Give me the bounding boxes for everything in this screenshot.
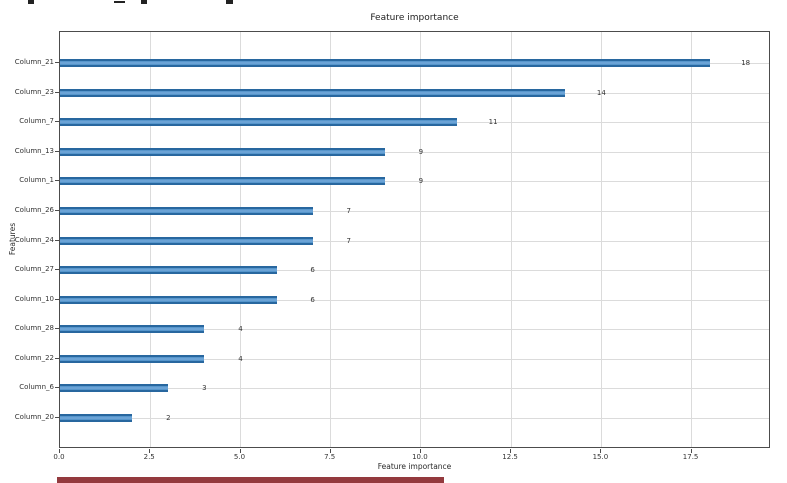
horizontal-gridline bbox=[60, 388, 769, 390]
chart-title: Feature importance bbox=[370, 13, 459, 23]
xtick-label-0.0: 0.0 bbox=[53, 453, 65, 461]
bar-Column_24 bbox=[60, 236, 313, 245]
ytick-mark bbox=[55, 91, 59, 93]
cropped-text-fragment bbox=[226, 0, 233, 4]
ytick-mark bbox=[55, 417, 59, 418]
ytick-mark bbox=[55, 239, 59, 241]
ytick-mark bbox=[55, 150, 59, 152]
vertical-gridline bbox=[420, 32, 422, 447]
bar-value-label: 6 bbox=[310, 295, 315, 304]
horizontal-gridline bbox=[60, 270, 769, 272]
ytick-label-Column_27: Column_27 bbox=[14, 265, 54, 274]
bar-Column_1 bbox=[60, 177, 385, 186]
ytick-label-Column_26: Column_26 bbox=[14, 205, 54, 214]
horizontal-gridline bbox=[60, 418, 769, 419]
cropped-text-fragment bbox=[114, 1, 125, 3]
horizontal-gridline bbox=[60, 299, 769, 301]
bar-value-label: 6 bbox=[310, 266, 315, 275]
horizontal-gridline bbox=[60, 329, 769, 331]
ytick-label-Column_28: Column_28 bbox=[14, 324, 54, 333]
xtick-mark bbox=[600, 449, 602, 453]
bar-Column_13 bbox=[60, 147, 385, 156]
ytick-label-Column_22: Column_22 bbox=[14, 353, 54, 362]
ytick-label-Column_21: Column_21 bbox=[14, 58, 54, 66]
cropped-text-fragment bbox=[28, 0, 34, 4]
bar-value-label: 18 bbox=[741, 59, 751, 67]
ytick-label-Column_6: Column_6 bbox=[19, 383, 54, 392]
bar-value-label: 14 bbox=[596, 88, 606, 97]
bar-value-label: 3 bbox=[202, 384, 207, 393]
plot-area: 18 14 11 9 9 7 7 6 6 4 4 3 2 bbox=[59, 31, 770, 448]
xtick-mark bbox=[59, 449, 60, 453]
horizontal-gridline bbox=[60, 210, 769, 212]
ytick-label-Column_20: Column_20 bbox=[14, 413, 54, 421]
ytick-label-Column_10: Column_10 bbox=[14, 294, 54, 303]
bar-value-label: 9 bbox=[418, 177, 424, 186]
xtick-mark bbox=[419, 449, 421, 453]
cropped-text-fragment bbox=[141, 0, 147, 4]
ytick-label-Column_13: Column_13 bbox=[14, 146, 54, 155]
xtick-label-5.0: 5.0 bbox=[233, 453, 246, 461]
ytick-mark bbox=[55, 62, 59, 63]
xtick-label-7.5: 7.5 bbox=[324, 453, 336, 461]
bar-Column_7 bbox=[60, 118, 457, 127]
ytick-label-Column_24: Column_24 bbox=[14, 235, 54, 244]
vertical-gridline bbox=[330, 32, 332, 447]
ytick-mark bbox=[55, 209, 59, 211]
ytick-mark bbox=[55, 180, 59, 182]
bar-value-label: 2 bbox=[166, 414, 171, 422]
xtick-mark bbox=[149, 449, 151, 453]
xtick-mark bbox=[690, 449, 692, 453]
bar-Column_26 bbox=[60, 206, 313, 215]
ytick-mark bbox=[55, 298, 59, 300]
vertical-gridline bbox=[691, 32, 693, 447]
bar-value-label: 9 bbox=[418, 147, 424, 156]
bar-value-label: 11 bbox=[488, 118, 498, 127]
vertical-gridline bbox=[600, 32, 602, 447]
ytick-label-Column_23: Column_23 bbox=[14, 87, 54, 96]
xtick-label-2.5: 2.5 bbox=[143, 453, 155, 461]
bar-value-label: 7 bbox=[346, 236, 351, 245]
xtick-mark bbox=[239, 449, 241, 453]
xtick-mark bbox=[329, 449, 331, 453]
bar-Column_27 bbox=[60, 266, 277, 275]
bar-value-label: 4 bbox=[238, 354, 243, 363]
bar-Column_10 bbox=[60, 295, 277, 304]
x-axis-label: Feature importance bbox=[377, 462, 452, 471]
bar-Column_21 bbox=[60, 59, 710, 67]
xtick-mark bbox=[510, 449, 512, 453]
xtick-label-10.0: 10.0 bbox=[412, 453, 428, 461]
bar-Column_23 bbox=[60, 88, 566, 97]
xtick-label-15.0: 15.0 bbox=[592, 453, 609, 461]
horizontal-gridline bbox=[60, 181, 769, 183]
ytick-mark bbox=[55, 387, 59, 389]
bar-Column_22 bbox=[60, 354, 205, 363]
bar-Column_6 bbox=[60, 384, 169, 393]
horizontal-gridline bbox=[60, 151, 769, 153]
bar-value-label: 4 bbox=[238, 325, 243, 334]
maroon-strip bbox=[57, 477, 444, 483]
ytick-mark bbox=[55, 357, 59, 359]
vertical-gridline bbox=[510, 32, 512, 447]
xtick-label-17.5: 17.5 bbox=[682, 453, 699, 461]
ytick-mark bbox=[55, 121, 59, 123]
bar-Column_20 bbox=[60, 414, 133, 422]
bar-value-label: 7 bbox=[346, 206, 351, 215]
ytick-mark bbox=[55, 328, 59, 330]
ytick-mark bbox=[55, 269, 59, 271]
ytick-label-Column_1: Column_1 bbox=[19, 176, 54, 185]
xtick-label-12.5: 12.5 bbox=[502, 453, 518, 461]
horizontal-gridline bbox=[60, 358, 769, 360]
bar-Column_28 bbox=[60, 325, 205, 334]
horizontal-gridline bbox=[60, 240, 769, 242]
ytick-label-Column_7: Column_7 bbox=[19, 117, 54, 126]
